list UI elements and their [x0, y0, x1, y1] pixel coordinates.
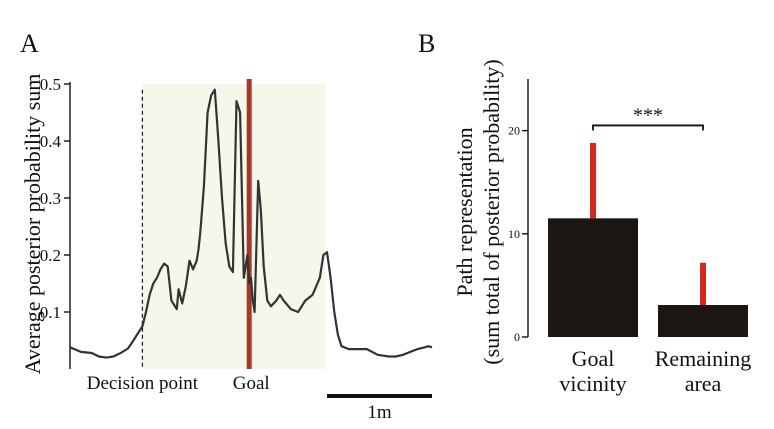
panel-b-bar-0 — [548, 218, 638, 337]
panel-b-category-label-1-line2: area — [685, 371, 722, 396]
panel-a-letter: A — [20, 29, 39, 58]
panel-b-bars — [548, 142, 748, 337]
posterior-probability-line — [69, 88, 433, 359]
panel-b-y-tick-label-1: 10 — [508, 227, 520, 241]
panel-b-y-axis-title: Path representation — [452, 127, 477, 296]
panel-b-y-tick-label-0: 0 — [514, 330, 520, 344]
panel-a-y-tick-label-1: 0.2 — [40, 246, 61, 265]
panel-a-y-tick-label-4: 0.5 — [40, 75, 61, 94]
panel-b-bar-chart: B Path representation (sum total of post… — [418, 29, 751, 396]
goal-label: Goal — [233, 373, 270, 394]
panel-b-bar-1 — [658, 305, 748, 337]
panel-b-y-tick-label-2: 20 — [508, 124, 520, 138]
significance-bracket — [592, 124, 704, 131]
panel-a-y-tick-label-2: 0.3 — [40, 189, 61, 208]
panel-a-y-axis-title: Average posterior probability sum — [20, 74, 45, 375]
scale-bar-label: 1m — [367, 402, 392, 423]
panel-a-y-tick-label-0: 0.1 — [40, 303, 61, 322]
panel-a-y-tick-label-3: 0.4 — [40, 132, 62, 151]
panel-b-category-label-0-line2: vicinity — [559, 371, 626, 396]
panel-a-y-ticks: 0.1 0.2 0.3 0.4 0.5 — [40, 75, 70, 322]
significance-marker: *** — [592, 104, 704, 131]
panel-b-y-axis-subtitle: (sum total of posterior probability) — [479, 59, 504, 365]
panel-b-category-label-1-line1: Remaining — [655, 346, 752, 371]
panel-a-line-chart: A 0.1 0.2 0.3 0.4 0.5 Average posterior prob… — [20, 29, 433, 423]
significance-stars: *** — [633, 104, 663, 126]
panel-b-y-ticks: 0 10 20 — [508, 124, 528, 344]
panel-b-letter: B — [418, 29, 435, 58]
decision-point-label: Decision point — [87, 373, 199, 394]
panel-b-category-label-0-line1: Goal — [572, 346, 615, 371]
